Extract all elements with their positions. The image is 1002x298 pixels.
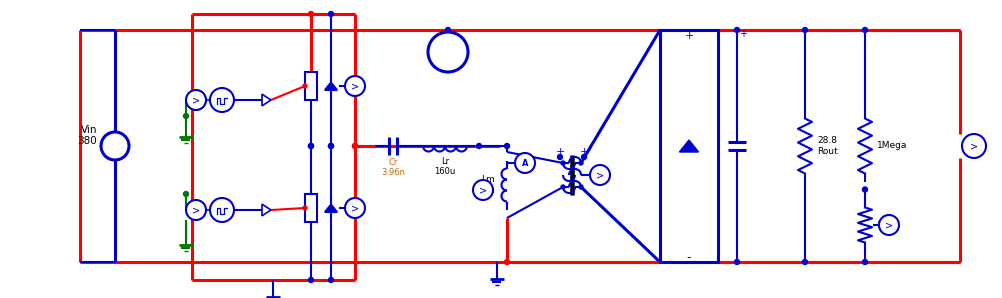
Circle shape <box>101 132 129 160</box>
Circle shape <box>446 27 451 32</box>
Text: >: > <box>192 95 200 105</box>
Bar <box>660 30 718 262</box>
Circle shape <box>473 180 493 200</box>
Text: +: + <box>579 147 589 157</box>
Circle shape <box>962 134 986 158</box>
Text: >: > <box>596 170 604 181</box>
Circle shape <box>561 161 565 165</box>
Circle shape <box>590 165 610 185</box>
Circle shape <box>303 84 307 88</box>
Polygon shape <box>325 82 338 90</box>
Text: +: + <box>555 147 565 157</box>
Circle shape <box>309 144 314 148</box>
Polygon shape <box>679 140 698 152</box>
Circle shape <box>477 144 482 148</box>
Circle shape <box>504 144 509 148</box>
Circle shape <box>557 154 562 159</box>
Circle shape <box>186 90 206 110</box>
Circle shape <box>863 187 868 192</box>
Circle shape <box>309 277 314 283</box>
Circle shape <box>428 32 468 72</box>
Circle shape <box>210 198 234 222</box>
Circle shape <box>879 215 899 235</box>
Circle shape <box>734 260 739 265</box>
Circle shape <box>515 153 535 173</box>
Text: >: > <box>192 206 200 215</box>
Circle shape <box>353 144 358 148</box>
Text: Lm
640u: Lm 640u <box>472 175 495 195</box>
Text: >: > <box>970 142 978 151</box>
Polygon shape <box>262 204 271 216</box>
Circle shape <box>345 198 365 218</box>
Circle shape <box>309 12 314 16</box>
Text: -: - <box>686 252 691 265</box>
Circle shape <box>581 154 586 159</box>
Text: >: > <box>479 185 487 195</box>
Text: A: A <box>522 159 528 168</box>
Circle shape <box>345 76 365 96</box>
Circle shape <box>579 161 583 165</box>
Text: Vin: Vin <box>80 125 97 135</box>
Text: 28.8
Rout: 28.8 Rout <box>817 136 838 156</box>
Circle shape <box>579 185 583 189</box>
Bar <box>305 72 317 100</box>
Circle shape <box>183 192 188 196</box>
Circle shape <box>303 206 307 210</box>
Text: +: + <box>684 31 693 41</box>
Circle shape <box>329 144 334 148</box>
Circle shape <box>210 88 234 112</box>
Circle shape <box>504 260 509 265</box>
Circle shape <box>329 12 334 16</box>
Circle shape <box>309 144 314 148</box>
Circle shape <box>329 277 334 283</box>
Circle shape <box>803 27 808 32</box>
Text: 1Mega: 1Mega <box>877 142 908 150</box>
Circle shape <box>183 114 188 119</box>
Text: 380: 380 <box>77 136 97 146</box>
Text: +: + <box>739 29 747 39</box>
Text: >: > <box>351 81 359 91</box>
Circle shape <box>863 27 868 32</box>
Text: Cr
3.96n: Cr 3.96n <box>381 158 405 177</box>
Text: >: > <box>351 204 359 213</box>
Circle shape <box>353 144 358 148</box>
Circle shape <box>803 260 808 265</box>
Circle shape <box>329 144 334 148</box>
Bar <box>305 194 317 222</box>
Text: 100k: 100k <box>877 221 900 229</box>
Circle shape <box>863 260 868 265</box>
Circle shape <box>734 27 739 32</box>
Polygon shape <box>262 94 271 106</box>
Circle shape <box>561 185 565 189</box>
Polygon shape <box>325 204 338 212</box>
Text: >: > <box>885 221 893 230</box>
Circle shape <box>186 200 206 220</box>
Text: Lr
160u: Lr 160u <box>435 157 456 176</box>
